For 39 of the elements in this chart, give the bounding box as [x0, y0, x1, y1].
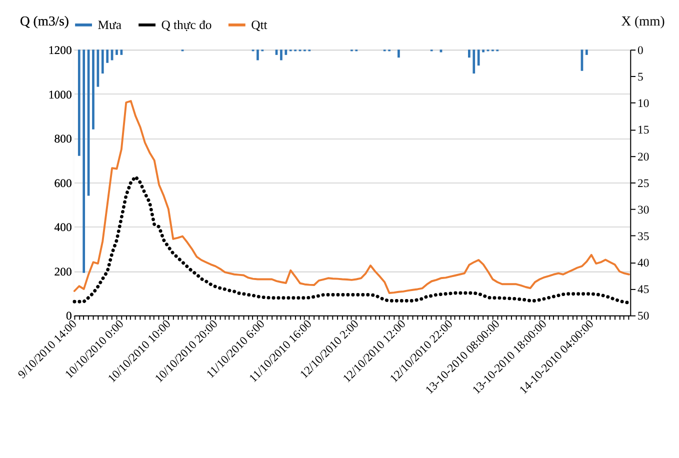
- y-tick-label: 1200: [48, 44, 72, 58]
- y2-axis-title: X (mm): [621, 14, 665, 29]
- y-tick-label: 1000: [48, 88, 72, 102]
- y-tick-label: 800: [54, 132, 72, 146]
- bar: [92, 50, 94, 130]
- line-series: [73, 100, 630, 294]
- y-tick-label: 400: [54, 221, 72, 234]
- legend-label: Qtt: [251, 18, 268, 32]
- y2-tick-label: 10: [637, 97, 650, 110]
- legend-label: Mưa: [98, 18, 122, 32]
- legend-label: Q thực đo: [161, 18, 212, 32]
- bar: [256, 50, 259, 60]
- y2-tick-label: 50: [637, 310, 650, 323]
- y2-tick-label: 20: [637, 150, 650, 164]
- bar: [280, 50, 282, 60]
- y2-tick-label: 0: [637, 44, 644, 58]
- y-axis-title: Q (m3/s): [20, 14, 69, 29]
- bar: [116, 50, 118, 55]
- bar: [468, 50, 470, 58]
- y2-tick-label: 30: [637, 203, 650, 216]
- y2-tick-label: 35: [637, 230, 650, 244]
- bar: [82, 50, 86, 273]
- bar: [482, 50, 484, 52]
- y2-tick-label: 45: [637, 283, 650, 296]
- y-tick-label: 600: [54, 176, 72, 190]
- y2-tick-label: 15: [637, 124, 650, 137]
- bar: [284, 50, 288, 55]
- bar: [78, 50, 80, 156]
- y2-tick-label: 25: [637, 176, 650, 190]
- bar: [440, 50, 442, 52]
- bar: [477, 50, 480, 66]
- bar: [472, 50, 476, 74]
- bar: [398, 50, 400, 58]
- bar: [106, 50, 109, 63]
- y-tick-label: 200: [54, 265, 72, 278]
- y2-tick-label: 40: [637, 256, 650, 270]
- y2-tick-label: 5: [637, 70, 644, 84]
- bar: [586, 50, 588, 55]
- bar: [101, 50, 104, 74]
